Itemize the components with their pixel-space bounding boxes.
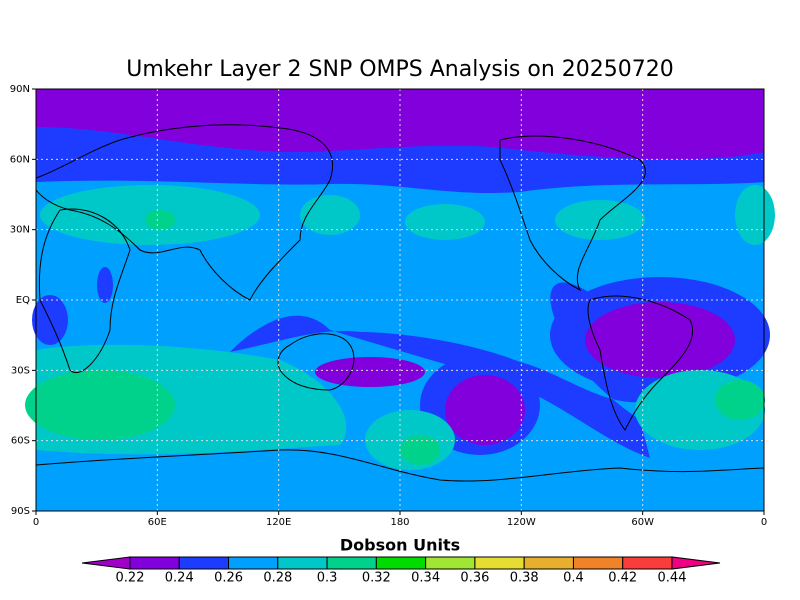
contour-region <box>145 210 175 230</box>
lat-label: 90N <box>10 84 30 95</box>
colorbar-box <box>129 556 180 570</box>
colorbar-tick: 0.26 <box>214 571 243 586</box>
colorbar-tick: 0.32 <box>362 571 391 586</box>
colorbar-box <box>375 556 427 570</box>
colorbar-box <box>228 556 279 570</box>
colorbar-tick: 0.36 <box>460 571 489 586</box>
lat-label: 60S <box>11 436 30 447</box>
contour-region <box>97 267 113 303</box>
colorbar-tick: 0.34 <box>411 571 440 586</box>
colorbar-label: Dobson Units <box>340 536 460 555</box>
lon-label: 0 <box>761 517 767 528</box>
colorbar-high <box>671 556 721 570</box>
colorbar-box <box>572 556 624 570</box>
lat-label: EQ <box>16 295 30 306</box>
colorbar-box <box>622 556 673 570</box>
colorbar-box <box>277 556 328 570</box>
map-title: Umkehr Layer 2 SNP OMPS Analysis on 2025… <box>126 57 674 82</box>
contour-region <box>300 195 360 235</box>
lon-label: 60E <box>148 517 167 528</box>
lat-label: 60N <box>10 154 30 165</box>
colorbar-tick: 0.24 <box>165 571 194 586</box>
colorbar-box <box>425 556 476 570</box>
colorbar-box <box>178 556 230 570</box>
lat-label: 90S <box>11 506 30 517</box>
contour-region <box>735 185 775 245</box>
lat-label: 30N <box>10 225 30 236</box>
lon-label: 0 <box>33 517 39 528</box>
contour-region <box>585 302 735 378</box>
colorbar-box <box>474 556 525 570</box>
colorbar-tick: 0.3 <box>317 571 338 586</box>
colorbar-tick: 0.22 <box>116 571 145 586</box>
eurasia-coast <box>35 124 333 301</box>
australia-coast <box>277 333 355 391</box>
colorbar-tick: 0.38 <box>510 571 539 586</box>
colorbar-tick: 0.44 <box>658 571 687 586</box>
colorbar-tick: 0.4 <box>563 571 584 586</box>
lat-label: 30S <box>11 365 30 376</box>
antarctica-coast <box>35 449 765 482</box>
map-frame: 0 60E 120E 180 120W 60W 0 90N 60N 30N EQ 30S 60S 90S <box>10 84 767 528</box>
africa-coast <box>38 208 131 373</box>
colorbar-box <box>326 556 377 570</box>
lon-label: 180 <box>390 517 409 528</box>
map-border <box>35 88 765 512</box>
lon-label: 60W <box>631 517 654 528</box>
lon-label: 120W <box>507 517 536 528</box>
lon-label: 120E <box>266 517 291 528</box>
colorbar-tick: 0.28 <box>263 571 292 586</box>
colorbar-low <box>81 556 131 570</box>
colorbar-box <box>523 556 574 570</box>
contour-region <box>315 357 425 387</box>
coastlines <box>35 124 765 482</box>
contour-region <box>445 375 525 445</box>
contour-region <box>715 380 765 420</box>
contour-region <box>405 204 485 240</box>
contour-region <box>25 370 175 440</box>
contour-region <box>400 435 440 465</box>
north-america-coast <box>499 135 646 292</box>
south-america-coast <box>587 295 694 431</box>
colorbar-tick: 0.42 <box>608 571 637 586</box>
